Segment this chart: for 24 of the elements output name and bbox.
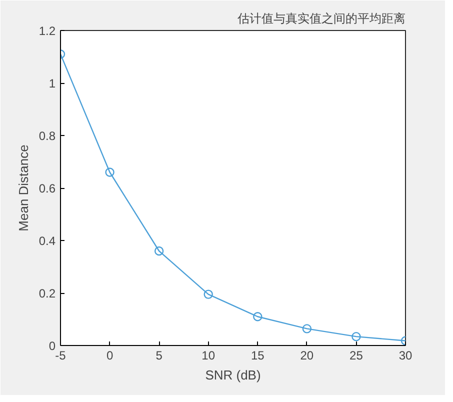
y-axis-title: Mean Distance — [16, 144, 31, 232]
point — [154, 246, 164, 256]
x-tick-label: 20 — [300, 348, 314, 362]
y-tick-label: 0.6 — [38, 182, 56, 196]
point — [302, 324, 312, 334]
y-tick-label: 0.4 — [38, 234, 56, 248]
y-tick-label: 1 — [48, 76, 56, 90]
x-tick-label: 5 — [156, 348, 163, 362]
x-tick-label: 30 — [398, 348, 412, 362]
point — [253, 312, 262, 322]
x-tick-label: 10 — [202, 348, 216, 362]
point — [352, 332, 361, 342]
point — [105, 168, 114, 177]
x-tick-label: 25 — [350, 348, 364, 362]
x-axis-title: SNR (dB) — [205, 368, 261, 382]
x-tick-label: 15 — [250, 348, 265, 362]
chart-title: 估计值与真实值之间的平均距离 — [236, 12, 406, 26]
point — [204, 290, 213, 299]
y-tick-label: 0 — [48, 339, 56, 353]
y-tick-label: 0.2 — [38, 286, 56, 300]
y-tick-label: 0.8 — [38, 129, 56, 143]
x-tick-label: -5 — [55, 348, 66, 362]
x-tick-label: 0 — [106, 348, 114, 362]
y-tick-label: 1.2 — [38, 24, 56, 38]
